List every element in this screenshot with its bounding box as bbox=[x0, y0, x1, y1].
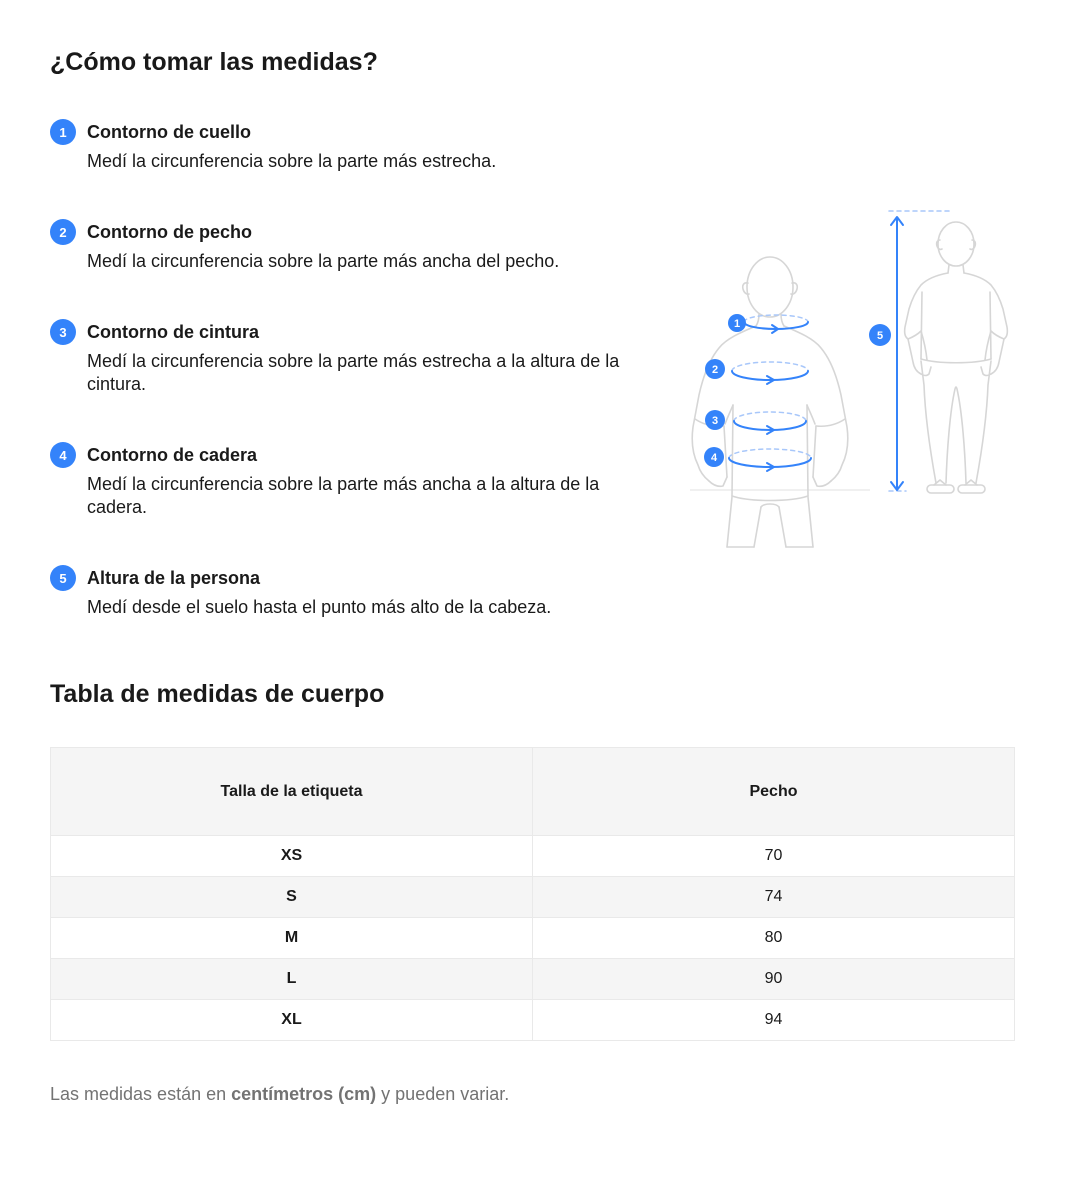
measurement-illustration: 1 2 3 4 bbox=[690, 195, 1040, 565]
figure-marker-4: 4 bbox=[704, 447, 724, 467]
value-cell: 74 bbox=[532, 876, 1015, 918]
step-text: Contorno de cadera Medí la circunferenci… bbox=[87, 442, 632, 519]
step-description: Medí desde el suelo hasta el punto más a… bbox=[87, 597, 552, 617]
size-cell: M bbox=[50, 917, 533, 959]
units-note-prefix: Las medidas están en bbox=[50, 1084, 232, 1104]
size-cell: XL bbox=[50, 999, 533, 1041]
svg-text:2: 2 bbox=[712, 364, 718, 376]
figure-marker-1: 1 bbox=[728, 314, 746, 332]
step-title: Altura de la persona bbox=[87, 568, 261, 588]
table-header-size: Talla de la etiqueta bbox=[50, 747, 533, 836]
value-cell: 90 bbox=[532, 958, 1015, 1000]
figure-marker-3: 3 bbox=[705, 410, 725, 430]
size-guide-panel: ¿Cómo tomar las medidas? 1 Contorno de c… bbox=[50, 48, 1015, 1106]
step-description: Medí la circunferencia sobre la parte má… bbox=[87, 474, 600, 517]
page-title: ¿Cómo tomar las medidas? bbox=[50, 48, 378, 76]
step-number-badge: 3 bbox=[50, 319, 76, 345]
units-note-bold: centímetros (cm) bbox=[231, 1084, 377, 1104]
step-waist: 3 Contorno de cintura Medí la circunfere… bbox=[50, 319, 1015, 396]
step-description: Medí la circunferencia sobre la parte má… bbox=[87, 151, 497, 171]
step-description: Medí la circunferencia sobre la parte má… bbox=[87, 351, 620, 394]
size-cell: S bbox=[50, 876, 533, 918]
step-title: Contorno de cintura bbox=[87, 322, 259, 342]
step-neck: 1 Contorno de cuello Medí la circunferen… bbox=[50, 119, 1015, 173]
table-row: L 90 bbox=[50, 958, 1015, 1000]
step-number-badge: 5 bbox=[50, 565, 76, 591]
step-chest: 2 Contorno de pecho Medí la circunferenc… bbox=[50, 219, 1015, 273]
size-cell: XS bbox=[50, 835, 533, 877]
table-header-chest: Pecho bbox=[532, 747, 1015, 836]
svg-text:3: 3 bbox=[712, 415, 718, 427]
table-title: Tabla de medidas de cuerpo bbox=[50, 680, 385, 708]
size-table: Talla de la etiqueta Pecho XS 70 S 74 M … bbox=[50, 747, 1015, 1041]
units-note: Las medidas están en centímetros (cm) y … bbox=[50, 1083, 1015, 1106]
table-row: XS 70 bbox=[50, 835, 1015, 877]
torso-figure bbox=[691, 256, 849, 548]
step-text: Altura de la persona Medí desde el suelo… bbox=[87, 565, 551, 619]
chest-measure-line bbox=[731, 361, 809, 385]
value-cell: 80 bbox=[532, 917, 1015, 959]
measurement-figures-graphic: 1 2 3 4 bbox=[690, 210, 1009, 548]
measurement-steps: 1 Contorno de cuello Medí la circunferen… bbox=[50, 119, 1015, 619]
neck-measure-line bbox=[743, 314, 809, 334]
table-row: M 80 bbox=[50, 917, 1015, 959]
step-title: Contorno de pecho bbox=[87, 222, 252, 242]
hip-measure-line bbox=[728, 448, 812, 472]
step-text: Contorno de cuello Medí la circunferenci… bbox=[87, 119, 496, 173]
units-note-suffix: y pueden variar. bbox=[376, 1084, 510, 1104]
step-height: 5 Altura de la persona Medí desde el sue… bbox=[50, 565, 1015, 619]
svg-text:5: 5 bbox=[877, 330, 883, 342]
table-header-row: Talla de la etiqueta Pecho bbox=[50, 747, 1015, 836]
svg-text:4: 4 bbox=[711, 452, 718, 464]
step-number-badge: 4 bbox=[50, 442, 76, 468]
full-body-figure bbox=[903, 221, 1009, 494]
step-number-badge: 2 bbox=[50, 219, 76, 245]
value-cell: 94 bbox=[532, 999, 1015, 1041]
table-row: S 74 bbox=[50, 876, 1015, 918]
step-hip: 4 Contorno de cadera Medí la circunferen… bbox=[50, 442, 1015, 519]
figure-marker-5: 5 bbox=[869, 324, 891, 346]
step-title: Contorno de cuello bbox=[87, 122, 251, 142]
step-description: Medí la circunferencia sobre la parte má… bbox=[87, 251, 560, 271]
step-text: Contorno de pecho Medí la circunferencia… bbox=[87, 219, 559, 273]
step-text: Contorno de cintura Medí la circunferenc… bbox=[87, 319, 632, 396]
waist-measure-line bbox=[733, 411, 807, 435]
size-cell: L bbox=[50, 958, 533, 1000]
value-cell: 70 bbox=[532, 835, 1015, 877]
step-number-badge: 1 bbox=[50, 119, 76, 145]
step-title: Contorno de cadera bbox=[87, 445, 258, 465]
figure-marker-2: 2 bbox=[705, 359, 725, 379]
svg-text:1: 1 bbox=[734, 318, 740, 330]
height-measure-arrow bbox=[888, 210, 954, 492]
table-row: XL 94 bbox=[50, 999, 1015, 1041]
